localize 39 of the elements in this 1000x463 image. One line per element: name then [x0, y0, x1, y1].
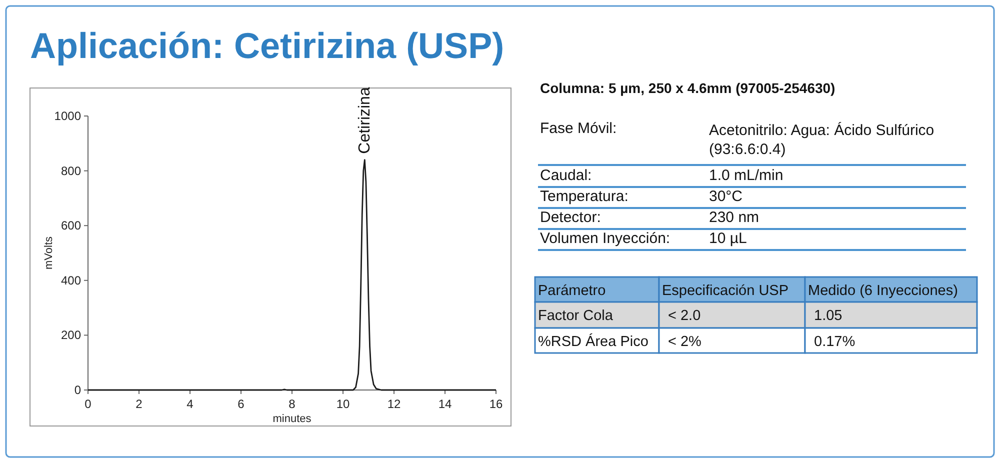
- text: < 2.0: [668, 308, 701, 324]
- x-tick-label: 12: [387, 397, 401, 411]
- y-tick-label: 600: [60, 218, 82, 233]
- x-tick-label: 14: [438, 397, 452, 411]
- text: 30°C: [709, 188, 743, 205]
- x-tick-label: 2: [136, 397, 143, 411]
- text: Factor Cola: [538, 308, 614, 324]
- y-axis-title: mVolts: [43, 236, 55, 270]
- text: 230 nm: [709, 209, 760, 226]
- text: Fase Móvil:: [540, 120, 617, 137]
- text: Medido (6 Inyecciones): [808, 283, 958, 299]
- x-tick-label: 16: [489, 397, 503, 411]
- text: %RSD Área Pico: [538, 333, 648, 350]
- text: 10 µL: [709, 230, 747, 247]
- text: Acetonitrilo: Agua: Ácido Sulfúrico (93:6.6:0.4): [709, 121, 934, 158]
- annotation: Cetirizina: [356, 87, 374, 154]
- text: 1.0 mL/min: [709, 167, 784, 184]
- text: 0.17%: [814, 334, 856, 350]
- chart-title: Aplicación: Cetirizina (USP): [30, 25, 504, 66]
- y-tick-label: 0: [74, 383, 82, 397]
- text: 1.05: [814, 308, 842, 324]
- x-tick-label: 4: [186, 397, 194, 411]
- text: Caudal:: [540, 167, 592, 184]
- text: Detector:: [540, 209, 601, 226]
- text: Parámetro: [538, 283, 606, 299]
- text: Temperatura:: [540, 188, 628, 205]
- text: < 2%: [668, 334, 702, 350]
- text: Volumen Inyección:: [540, 230, 670, 247]
- y-tick-label: 200: [60, 328, 82, 342]
- x-tick-label: 10: [336, 397, 350, 411]
- x-tick-label: 0: [84, 397, 92, 411]
- text: Columna: 5 µm, 250 x 4.6mm (97005-254630): [540, 80, 836, 96]
- y-tick-label: 400: [60, 273, 82, 288]
- x-tick-label: 8: [288, 397, 296, 411]
- x-axis-title: minutes: [272, 413, 312, 425]
- text: Especificación USP: [662, 283, 789, 299]
- x-tick-label: 6: [238, 397, 245, 411]
- y-tick-label: 1000: [54, 109, 82, 123]
- y-tick-label: 800: [60, 164, 82, 178]
